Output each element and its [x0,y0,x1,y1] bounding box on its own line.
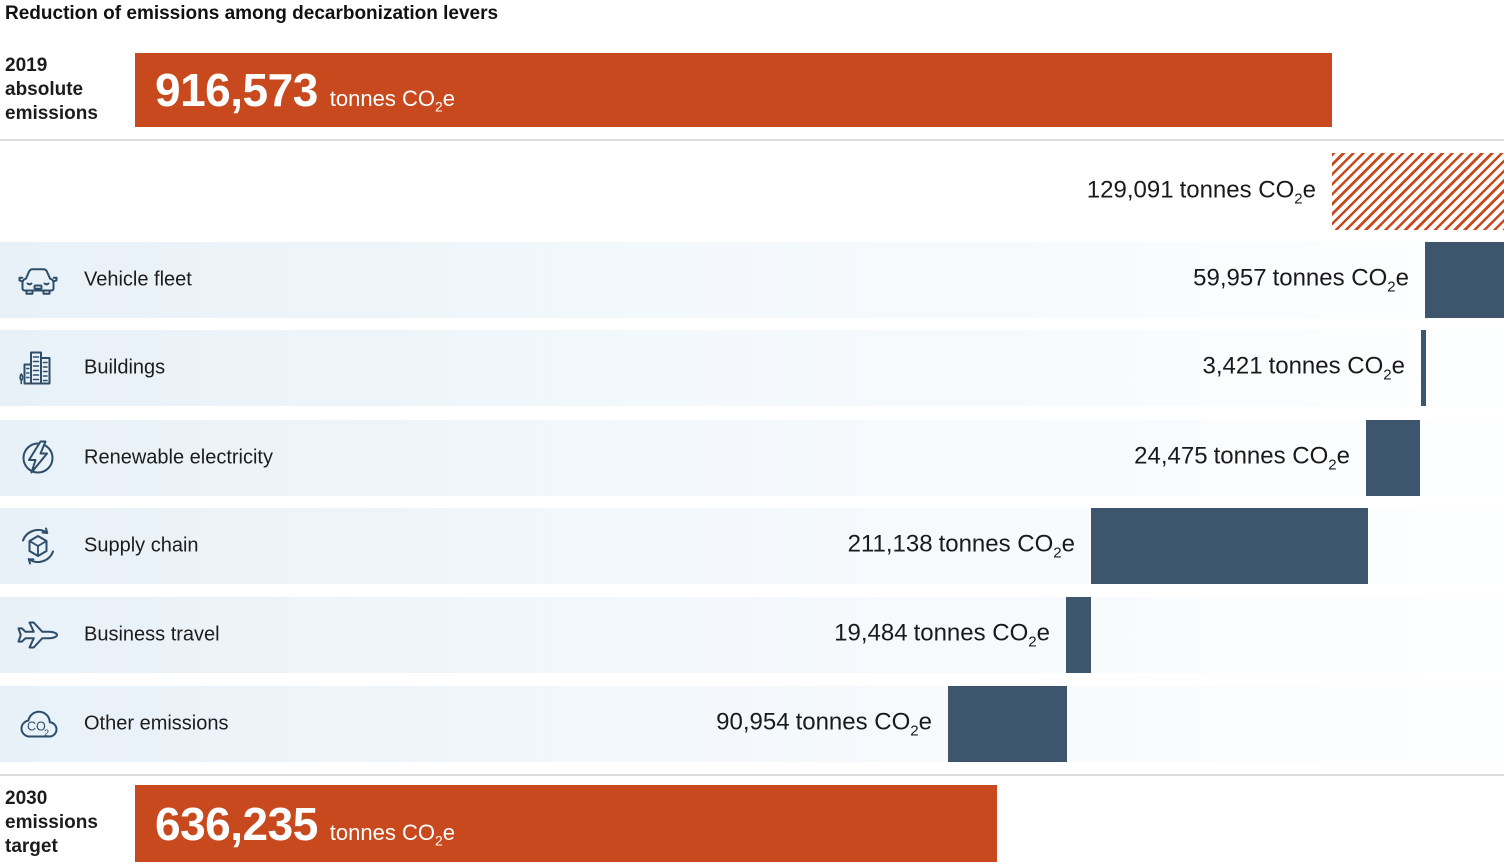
value-label: 90,954 tonnes CO2e [716,708,932,740]
end-bar: 636,235 tonnes CO2e [135,785,997,862]
divider-top [0,139,1504,141]
svg-text:2: 2 [44,728,49,738]
band-vehicle-fleet: Vehicle fleet 59,957 tonnes CO2e [0,242,1504,318]
band-other-emissions: CO 2 Other emissions 90,954 tonnes CO2e [0,686,1504,762]
value-label: 211,138 tonnes CO2e [847,530,1075,562]
end-row-label: 2030 emissions target [5,788,98,857]
band-label: Buildings [84,356,166,379]
plane-icon [14,611,62,659]
band-label: Supply chain [84,534,199,557]
band-label: Renewable electricity [84,446,273,469]
end-bar-value: 636,235 tonnes CO2e [135,797,455,851]
start-unit: tonnes CO2e [329,86,455,115]
value-label: 59,957 tonnes CO2e [1193,264,1409,296]
growth-value-label: 129,091 tonnes CO2e [1086,176,1316,207]
end-value: 636,235 [155,797,318,850]
band-label: Business travel [84,623,220,646]
chart-title: Reduction of emissions among decarboniza… [5,3,499,24]
start-value: 916,573 [155,64,318,116]
end-unit: tonnes CO2e [329,819,455,848]
renewable-electricity-bar [1366,420,1420,496]
buildings-icon [14,344,62,392]
business-travel-bar [1066,597,1091,673]
co2-cloud-icon: CO 2 [14,700,62,748]
start-row-label: 2019 absolute emissions [5,55,98,124]
other-emissions-bar [948,686,1067,762]
growth-hatch-bar [1332,153,1504,230]
supply-chain-icon [14,522,62,570]
value-label: 19,484 tonnes CO2e [834,619,1050,651]
svg-text:CO: CO [27,720,46,734]
band-label: Other emissions [84,712,229,735]
value-label: 24,475 tonnes CO2e [1134,442,1350,474]
car-icon [14,256,62,304]
lightning-icon [14,434,62,482]
band-supply-chain: Supply chain 211,138 tonnes CO2e [0,508,1504,584]
vehicle-fleet-bar [1425,242,1504,318]
supply-chain-bar [1091,508,1368,584]
divider-bottom [0,774,1504,776]
band-buildings: Buildings 3,421 tonnes CO2e [0,330,1504,406]
start-bar: 916,573 tonnes CO2e [135,53,1332,127]
start-bar-value: 916,573 tonnes CO2e [135,63,455,117]
band-label: Vehicle fleet [84,268,192,291]
growth-row: 129,091 tonnes CO2e [0,153,1504,230]
value-label: 3,421 tonnes CO2e [1202,352,1406,384]
band-business-travel: Business travel 19,484 tonnes CO2e [0,597,1504,673]
buildings-bar [1421,330,1426,406]
band-renewable-electricity: Renewable electricity 24,475 tonnes CO2e [0,420,1504,496]
